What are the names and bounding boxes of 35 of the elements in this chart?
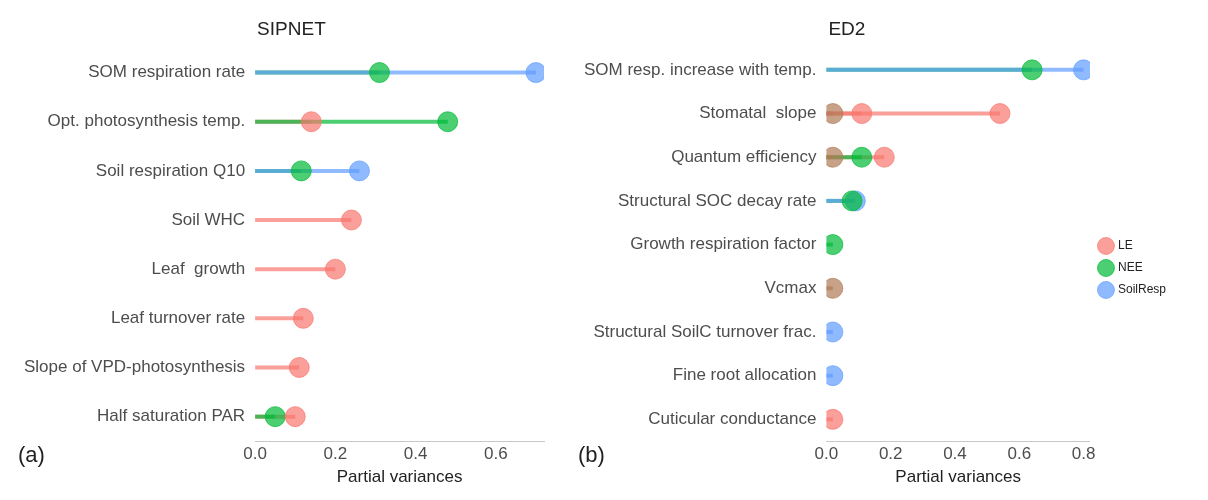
text: (a) (18, 442, 45, 468)
y-tick-label: Opt. photosynthesis temp. (47, 111, 246, 131)
legend-label: LE (1117, 238, 1133, 253)
y-tick-label: Half saturation PAR (97, 406, 246, 426)
x-tick-label: 0.0 (243, 444, 267, 464)
x-tick-label: 0.6 (484, 444, 508, 464)
y-tick-label: Cuticular conductance (648, 409, 817, 429)
y-tick-label: SOM resp. increase with temp. (583, 59, 817, 79)
legend-label: NEE (1117, 260, 1143, 275)
x-tick-label: 0.4 (403, 444, 428, 464)
text: (b) (578, 442, 605, 468)
y-tick-label: Growth respiration factor (630, 234, 817, 254)
x-tick-label: 0.6 (1007, 444, 1032, 464)
y-tick-label: Structural SOC decay rate (617, 190, 817, 210)
y-tick-label: Structural SoilC turnover frac. (593, 321, 817, 341)
x-axis-title: Partial variances (336, 467, 463, 487)
y-tick-label: Soil WHC (171, 209, 246, 229)
x-tick-label: 0.4 (943, 444, 967, 464)
y-tick-label: Stomatal slope (699, 103, 817, 123)
chart-title: ED2 (828, 18, 866, 40)
y-tick-label: Slope of VPD-photosynthesis (24, 357, 246, 377)
y-tick-label: Fine root allocation (672, 365, 817, 385)
y-tick-label: Leaf turnover rate (110, 308, 246, 328)
y-tick-label: SOM respiration rate (88, 62, 246, 82)
x-tick-label: 0.0 (814, 444, 839, 464)
x-axis-title: Partial variances (895, 467, 1022, 487)
x-tick-label: 0.8 (1071, 444, 1096, 464)
y-tick-label: Quantum efficiency (671, 146, 817, 166)
y-tick-label: Leaf growth (151, 258, 246, 278)
x-tick-label: 0.2 (878, 444, 903, 464)
y-tick-label: Soil respiration Q10 (95, 160, 246, 180)
chart-title: SIPNET (257, 18, 327, 40)
y-tick-label: Vcmax (764, 277, 817, 297)
legend-label: SoilResp (1117, 282, 1167, 297)
x-tick-label: 0.2 (323, 444, 348, 464)
